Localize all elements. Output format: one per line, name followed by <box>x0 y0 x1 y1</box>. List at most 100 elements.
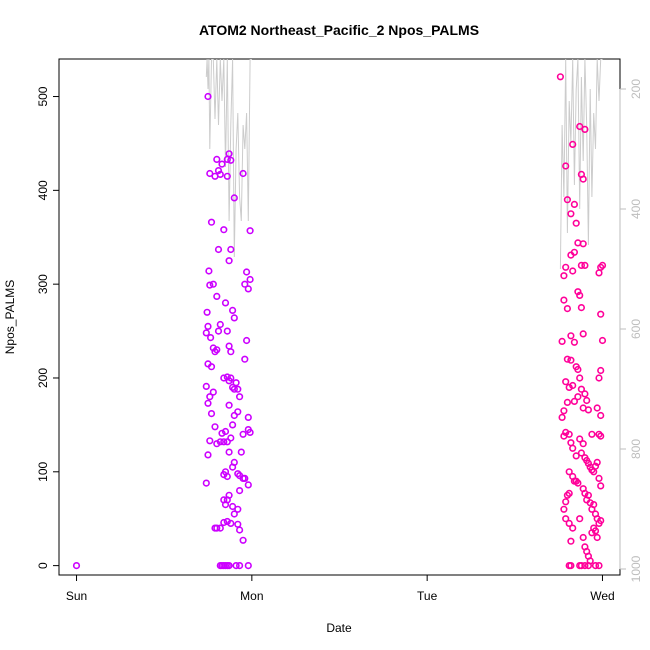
x-tick-label: Mon <box>240 589 263 603</box>
data-point <box>591 561 600 570</box>
right-tick-label: 800 <box>629 439 643 459</box>
data-point <box>569 140 577 148</box>
data-point <box>243 268 251 276</box>
x-axis-label: Date <box>326 621 352 635</box>
data-point <box>223 172 231 180</box>
data-point <box>223 472 231 481</box>
data-point <box>225 401 233 409</box>
data-point <box>223 373 231 381</box>
data-point <box>584 459 593 468</box>
data-point <box>221 427 230 436</box>
data-point <box>223 517 231 526</box>
data-point <box>232 561 240 570</box>
data-point <box>595 474 603 483</box>
data-point <box>72 561 81 570</box>
data-point <box>202 329 210 337</box>
y-tick-label: 100 <box>36 461 50 481</box>
data-point <box>595 374 603 382</box>
data-point <box>563 196 572 204</box>
data-point <box>565 519 573 528</box>
data-point <box>562 428 570 437</box>
right-tick-label: 600 <box>629 319 643 339</box>
data-point <box>572 219 580 227</box>
data-point <box>227 348 235 356</box>
data-point <box>584 561 593 570</box>
data-point <box>574 288 582 296</box>
data-point <box>584 491 593 499</box>
y-tick-label: 300 <box>36 274 50 294</box>
data-point <box>211 423 219 431</box>
data-point <box>567 561 575 570</box>
data-point <box>232 379 240 387</box>
data-point <box>579 533 587 542</box>
data-point <box>581 125 589 133</box>
data-point <box>560 407 568 415</box>
data-point <box>227 519 235 528</box>
data-point <box>230 510 238 518</box>
y-axis: 0 100 200 300 400 500 <box>36 86 60 569</box>
x-tick-label: Sun <box>66 589 87 603</box>
data-point <box>227 434 235 442</box>
data-point <box>579 240 587 248</box>
data-point <box>236 526 244 534</box>
data-point <box>205 267 213 275</box>
data-point <box>213 440 221 448</box>
data-point <box>574 365 582 374</box>
data-point <box>234 520 242 528</box>
data-point <box>213 524 221 532</box>
data-point <box>577 261 586 270</box>
data-point <box>227 374 235 382</box>
data-point <box>576 122 584 131</box>
data-point <box>597 516 605 525</box>
data-point <box>213 346 221 354</box>
data-point <box>204 399 212 407</box>
data-point <box>567 332 575 340</box>
data-point <box>225 150 233 158</box>
data-point <box>569 267 577 275</box>
data-point <box>562 515 570 523</box>
data-point <box>577 385 586 393</box>
data-point <box>207 363 216 371</box>
right-tick-label: 1000 <box>629 555 643 582</box>
data-point <box>203 308 211 316</box>
data-point <box>225 561 233 570</box>
data-point <box>579 440 587 448</box>
data-point <box>562 498 570 506</box>
data-point <box>598 336 607 345</box>
right-axis: 200 400 600 800 1000 <box>619 79 643 582</box>
data-point <box>556 73 565 81</box>
data-point <box>565 489 573 498</box>
data-point <box>244 285 252 293</box>
data-point <box>574 393 582 401</box>
data-point <box>236 561 244 570</box>
data-point <box>209 280 217 288</box>
data-point <box>229 421 237 429</box>
data-point <box>581 561 589 570</box>
data-point <box>218 160 226 168</box>
data-point <box>216 524 224 532</box>
data-point <box>597 482 605 490</box>
data-point <box>577 561 586 570</box>
data-point <box>202 479 210 487</box>
data-point <box>570 248 579 256</box>
y-tick-label: 0 <box>36 562 50 569</box>
data-point <box>227 245 235 254</box>
data-point <box>225 342 233 350</box>
data-point <box>579 175 587 183</box>
data-point <box>593 458 601 467</box>
data-point <box>209 344 217 352</box>
points-layer <box>72 73 607 570</box>
data-point <box>202 382 210 391</box>
data-point <box>220 438 228 446</box>
data-point <box>225 491 233 499</box>
data-point <box>570 338 579 346</box>
data-point <box>204 92 212 101</box>
data-point <box>577 449 586 457</box>
data-point <box>591 462 600 470</box>
x-tick-label: Wed <box>590 589 614 603</box>
data-point <box>572 452 580 460</box>
data-point <box>569 381 577 390</box>
data-point <box>236 487 244 495</box>
data-point <box>590 501 598 509</box>
data-point <box>244 561 252 570</box>
